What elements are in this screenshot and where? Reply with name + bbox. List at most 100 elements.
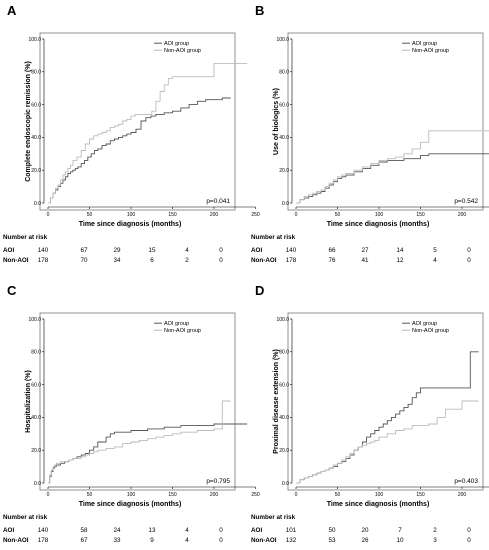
risk-table-header: Number at risk bbox=[251, 234, 296, 241]
legend-label: AOI group bbox=[412, 321, 437, 327]
x-tick-label: 0 bbox=[295, 212, 298, 218]
x-tick-label: 250 bbox=[251, 212, 260, 218]
risk-count: 15 bbox=[148, 247, 156, 254]
y-tick-label: 100.0 bbox=[276, 317, 289, 323]
y-tick-label: 60.0 bbox=[279, 382, 289, 388]
risk-count: 0 bbox=[219, 527, 223, 534]
y-tick-label: 100.0 bbox=[28, 37, 41, 43]
x-tick-label: 200 bbox=[458, 492, 467, 498]
risk-row-label: Non-AOI bbox=[3, 537, 29, 544]
risk-row-label: Non-AOI bbox=[251, 537, 277, 544]
x-tick-label: 50 bbox=[335, 212, 341, 218]
x-tick-label: 100 bbox=[375, 492, 384, 498]
risk-row-label: AOI bbox=[3, 527, 14, 534]
y-tick-label: 80.0 bbox=[31, 350, 41, 356]
risk-count: 50 bbox=[328, 527, 336, 534]
risk-count: 41 bbox=[361, 257, 369, 264]
x-axis-label: Time since diagnosis (months) bbox=[79, 501, 182, 508]
y-tick-label: 40.0 bbox=[279, 135, 289, 141]
y-tick-label: 60.0 bbox=[31, 382, 41, 388]
risk-count: 0 bbox=[467, 257, 471, 264]
risk-count: 178 bbox=[38, 537, 49, 544]
risk-count: 0 bbox=[219, 537, 223, 544]
risk-count: 12 bbox=[396, 257, 404, 264]
risk-count: 0 bbox=[467, 527, 471, 534]
x-tick-label: 200 bbox=[210, 212, 219, 218]
risk-count: 4 bbox=[185, 537, 189, 544]
legend-label: Non-AOI group bbox=[412, 328, 449, 334]
x-tick-label: 0 bbox=[47, 212, 50, 218]
risk-count: 9 bbox=[150, 537, 154, 544]
risk-count: 67 bbox=[80, 537, 88, 544]
p-value: p=0.542 bbox=[454, 198, 478, 205]
y-tick-label: 60.0 bbox=[279, 102, 289, 108]
risk-count: 132 bbox=[286, 537, 297, 544]
y-tick-label: 20.0 bbox=[31, 448, 41, 454]
x-tick-label: 50 bbox=[87, 492, 93, 498]
risk-count: 178 bbox=[286, 257, 297, 264]
risk-count: 0 bbox=[467, 247, 471, 254]
risk-table-header: Number at risk bbox=[3, 514, 48, 521]
risk-count: 3 bbox=[433, 537, 437, 544]
p-value: p=0.403 bbox=[454, 478, 478, 485]
series-line-non-aoi bbox=[296, 400, 479, 484]
series-line-non-aoi bbox=[48, 63, 248, 204]
risk-table-header: Number at risk bbox=[3, 234, 48, 241]
risk-count: 4 bbox=[433, 257, 437, 264]
risk-count: 14 bbox=[396, 247, 404, 254]
risk-row-label: AOI bbox=[251, 247, 262, 254]
risk-count: 70 bbox=[80, 257, 88, 264]
legend-label: Non-AOI group bbox=[164, 48, 201, 54]
risk-count: 140 bbox=[38, 247, 49, 254]
risk-count: 58 bbox=[80, 527, 88, 534]
x-tick-label: 150 bbox=[416, 212, 425, 218]
risk-count: 7 bbox=[398, 527, 402, 534]
y-tick-label: 40.0 bbox=[31, 415, 41, 421]
x-tick-label: 50 bbox=[335, 492, 341, 498]
risk-count: 4 bbox=[185, 247, 189, 254]
risk-count: 26 bbox=[361, 537, 369, 544]
x-tick-label: 0 bbox=[295, 492, 298, 498]
x-axis-label: Time since diagnosis (months) bbox=[327, 221, 430, 228]
x-axis-label: Time since diagnosis (months) bbox=[79, 221, 182, 228]
x-tick-label: 250 bbox=[251, 492, 260, 498]
x-tick-label: 150 bbox=[416, 492, 425, 498]
legend-label: Non-AOI group bbox=[164, 328, 201, 334]
x-tick-label: 100 bbox=[375, 212, 384, 218]
risk-count: 76 bbox=[328, 257, 336, 264]
risk-count: 2 bbox=[433, 527, 437, 534]
x-tick-label: 200 bbox=[210, 492, 219, 498]
risk-count: 53 bbox=[328, 537, 336, 544]
panel-letter: B bbox=[255, 3, 264, 18]
plot-frame bbox=[39, 312, 236, 491]
risk-count: 5 bbox=[433, 247, 437, 254]
y-tick-label: 100.0 bbox=[276, 37, 289, 43]
risk-count: 0 bbox=[219, 257, 223, 264]
plot-frame bbox=[287, 32, 484, 211]
p-value: p=0.795 bbox=[206, 478, 230, 485]
risk-count: 66 bbox=[328, 247, 336, 254]
series-line-aoi bbox=[48, 97, 231, 204]
y-tick-label: 80.0 bbox=[279, 70, 289, 76]
risk-row-label: AOI bbox=[251, 527, 262, 534]
risk-count: 29 bbox=[113, 247, 121, 254]
risk-count: 140 bbox=[286, 247, 297, 254]
risk-row-label: Non-AOI bbox=[251, 257, 277, 264]
y-tick-label: 20.0 bbox=[279, 168, 289, 174]
risk-count: 0 bbox=[467, 537, 471, 544]
risk-count: 33 bbox=[113, 537, 121, 544]
panel-c: C 0.0 20.0 40.0 60.0 80.0 100.0 0 50 100 150 200 250… bbox=[3, 283, 260, 544]
risk-row-label: AOI bbox=[3, 247, 14, 254]
y-tick-label: 100.0 bbox=[28, 317, 41, 323]
risk-count: 178 bbox=[38, 257, 49, 264]
risk-row-label: Non-AOI bbox=[3, 257, 29, 264]
risk-count: 101 bbox=[286, 527, 297, 534]
panel-b: B0.020.040.060.080.0100.0050100150200250… bbox=[251, 3, 489, 264]
risk-count: 27 bbox=[361, 247, 369, 254]
